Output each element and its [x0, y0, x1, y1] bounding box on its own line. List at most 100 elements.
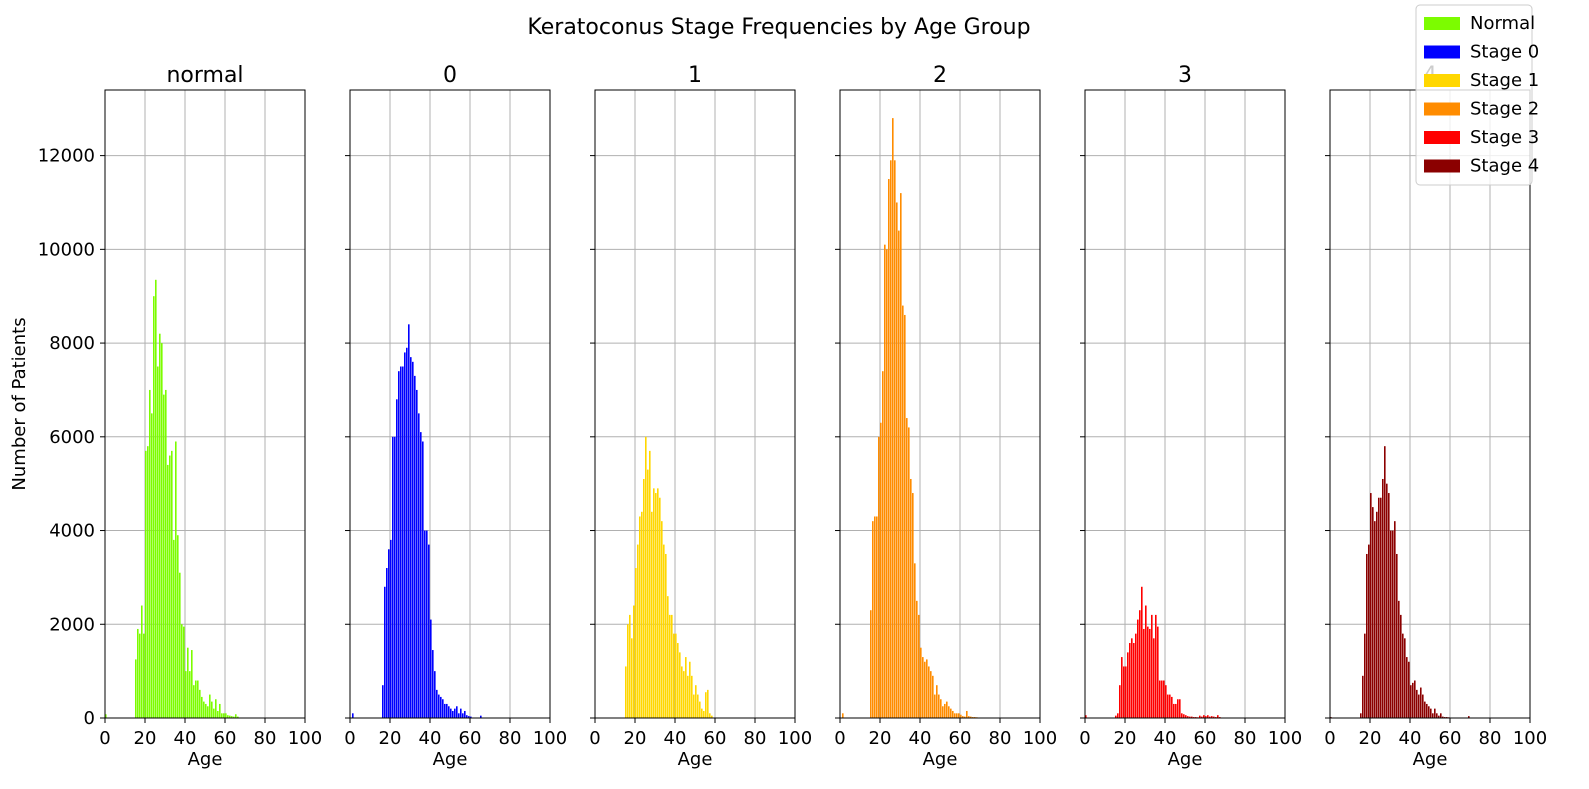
- bar: [1428, 706, 1430, 718]
- legend-label: Stage 1: [1470, 70, 1539, 91]
- bar: [711, 715, 713, 718]
- y-tick-label: 0: [84, 708, 95, 729]
- legend-swatch: [1424, 45, 1460, 59]
- bar: [940, 699, 942, 718]
- bar: [436, 689, 438, 718]
- bar: [914, 563, 916, 718]
- bar: [625, 666, 627, 718]
- bar: [1404, 638, 1406, 718]
- bar: [153, 296, 155, 718]
- bar: [1205, 716, 1207, 718]
- bar: [149, 389, 151, 718]
- bar: [872, 521, 874, 718]
- legend-swatch: [1424, 102, 1460, 116]
- bar: [651, 511, 653, 718]
- bar: [1119, 685, 1121, 718]
- bar: [645, 436, 647, 718]
- legend: Normal Stage 0 Stage 1 Stage 2 Stage 3 Stage …: [1415, 4, 1539, 186]
- bar: [1167, 694, 1169, 718]
- bar: [1442, 716, 1444, 718]
- bar: [460, 708, 462, 718]
- bar: [1137, 619, 1139, 718]
- bar: [1376, 511, 1378, 718]
- bar: [1153, 638, 1155, 718]
- bar: [169, 455, 171, 718]
- y-tick-label: 8000: [49, 333, 95, 354]
- bar: [1121, 657, 1123, 718]
- x-tick-label: 20: [869, 728, 892, 749]
- bar: [661, 521, 663, 718]
- bar: [932, 675, 934, 718]
- bar: [970, 716, 972, 718]
- legend-swatch: [1424, 17, 1460, 30]
- subplot-2: 0 20 40 60 80 100 1 Age: [589, 63, 812, 770]
- bar: [1360, 713, 1362, 718]
- bar: [1400, 614, 1402, 718]
- bar: [956, 713, 958, 718]
- bar: [1145, 605, 1147, 718]
- bar: [1370, 493, 1372, 718]
- bar: [207, 706, 209, 718]
- x-tick-label: 0: [1079, 728, 1090, 749]
- bar: [894, 160, 896, 718]
- bar: [1141, 586, 1143, 718]
- bar: [201, 696, 203, 718]
- bar: [105, 714, 107, 718]
- bar: [191, 650, 193, 718]
- bar: [709, 713, 711, 718]
- bar: [161, 343, 163, 718]
- x-tick-label: 100: [533, 728, 567, 749]
- bar: [641, 511, 643, 718]
- bar: [1380, 497, 1382, 718]
- bar: [904, 314, 906, 718]
- bar: [695, 685, 697, 718]
- bar: [1201, 716, 1203, 718]
- subplot-title: normal: [166, 63, 243, 88]
- bar: [1189, 716, 1191, 718]
- bar: [157, 366, 159, 718]
- bar: [408, 324, 410, 718]
- bar: [177, 535, 179, 718]
- bar: [705, 692, 707, 718]
- bar: [697, 694, 699, 718]
- legend-label: Stage 2: [1470, 99, 1539, 120]
- bar: [924, 661, 926, 718]
- bar: [934, 694, 936, 718]
- legend-label: Stage 4: [1470, 156, 1539, 177]
- bar: [1410, 685, 1412, 718]
- bar: [655, 493, 657, 718]
- legend-label: Normal: [1470, 13, 1535, 34]
- x-tick-label: 60: [1194, 728, 1217, 749]
- bar: [1177, 699, 1179, 718]
- bar: [227, 715, 229, 718]
- bar: [1420, 687, 1422, 718]
- bar: [884, 244, 886, 718]
- bar: [197, 680, 199, 718]
- bar: [1143, 628, 1145, 718]
- bar: [402, 366, 404, 718]
- bar: [135, 659, 137, 718]
- legend-swatch: [1424, 159, 1460, 173]
- bar: [398, 371, 400, 718]
- bar: [175, 441, 177, 718]
- bar: [406, 347, 408, 718]
- bar: [964, 716, 966, 718]
- bar: [231, 716, 233, 718]
- subplot-title: 2: [933, 63, 947, 88]
- bar: [1424, 701, 1426, 718]
- bar: [882, 371, 884, 718]
- bar: [1422, 694, 1424, 718]
- bar: [414, 375, 416, 718]
- bar: [1426, 703, 1428, 718]
- bar: [384, 586, 386, 718]
- subplot-1: 0 20 40 60 80 100 0 Age: [344, 63, 567, 770]
- legend-swatch: [1424, 74, 1460, 87]
- bar: [896, 202, 898, 719]
- bar: [699, 701, 701, 718]
- bar: [1133, 643, 1135, 718]
- bar: [920, 647, 922, 718]
- bar: [631, 638, 633, 718]
- bar: [916, 600, 918, 718]
- bar: [1362, 675, 1364, 718]
- bar: [171, 450, 173, 718]
